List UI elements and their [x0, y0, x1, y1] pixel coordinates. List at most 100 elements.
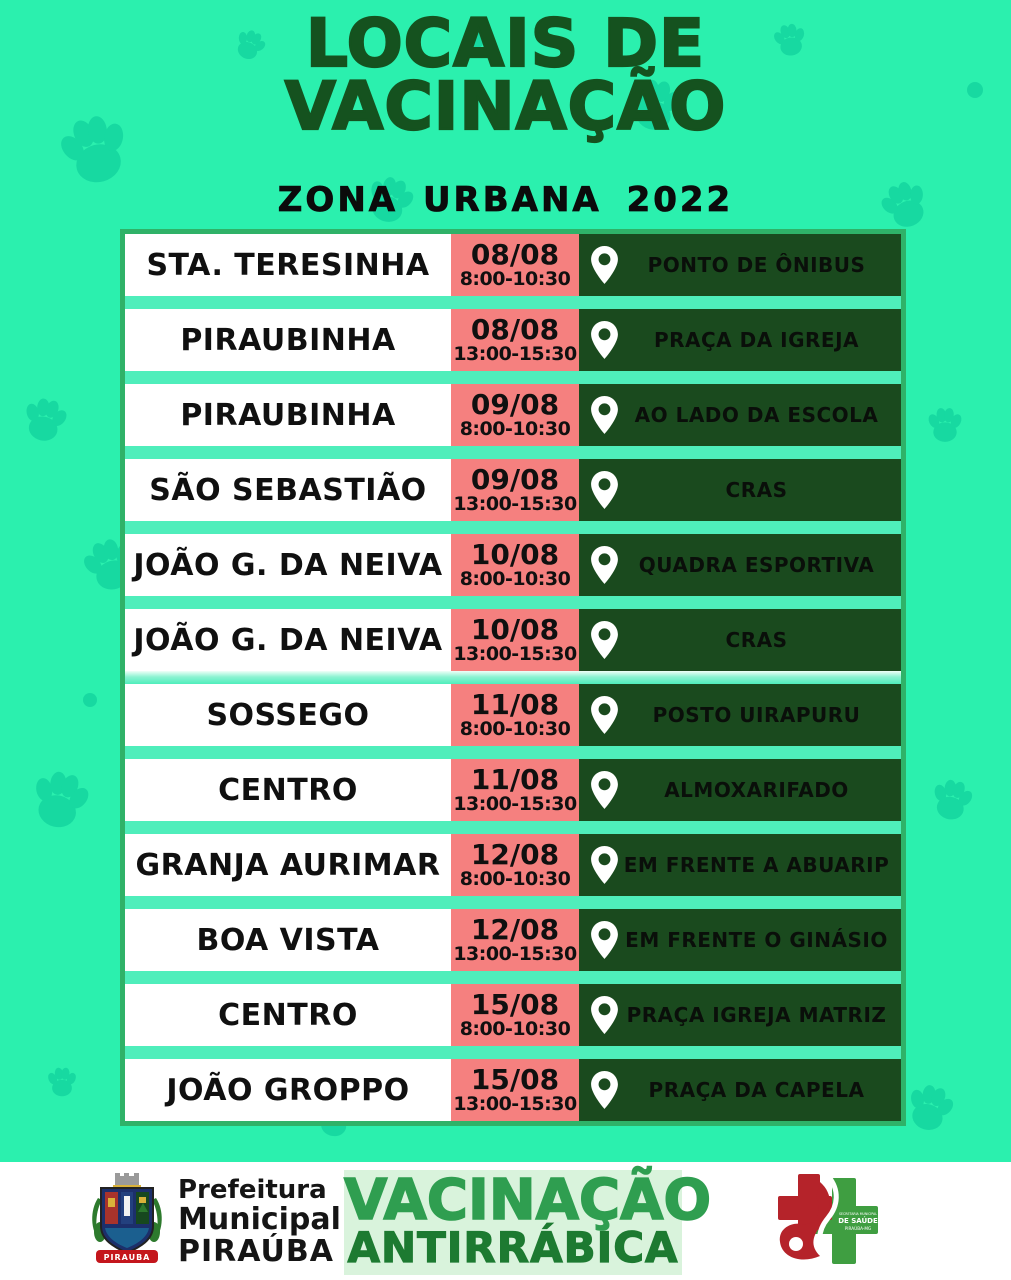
location-label: EM FRENTE O GINÁSIO [625, 928, 888, 952]
location-cell: ALMOXARIFADO [579, 759, 901, 821]
location-label: PRAÇA DA IGREJA [653, 328, 860, 352]
neighborhood-label: CENTRO [218, 997, 358, 1033]
row-gap [125, 596, 901, 609]
date-label: 11/08 [470, 763, 560, 797]
date-label: 08/08 [470, 313, 560, 347]
date-cell: 08/08 13:00-15:30 [451, 309, 579, 371]
location-label: PONTO DE ÔNIBUS [647, 253, 866, 277]
neighborhood-cell: PIRAUBINHA [125, 309, 451, 371]
location-cell: PRAÇA DA IGREJA [579, 309, 901, 371]
neighborhood-label: JOÃO G. DA NEIVA [133, 547, 443, 583]
neighborhood-cell: JOÃO G. DA NEIVA [125, 609, 451, 671]
city-hall-line2: Municipal [178, 1202, 341, 1238]
time-label: 8:00-10:30 [459, 267, 571, 290]
neighborhood-label: JOÃO G. DA NEIVA [133, 622, 443, 658]
campaign-line1: VACINAÇÃO [343, 1168, 712, 1233]
row-gap [125, 821, 901, 834]
city-hall-name: Prefeitura Municipal PIRAÚBA [178, 1176, 341, 1269]
neighborhood-label: PIRAUBINHA [180, 322, 396, 358]
health-logo-line1: SECRETARIA MUNICIPAL [839, 1212, 877, 1216]
map-pin-icon [591, 396, 618, 434]
time-label: 8:00-10:30 [459, 1017, 571, 1040]
neighborhood-label: SÃO SEBASTIÃO [149, 472, 427, 508]
health-logo-line2: DE SAÚDE [838, 1216, 878, 1225]
schedule-row: SOSSEGO 11/08 8:00-10:30 POSTO UIRAPURU [125, 684, 901, 746]
location-label: ALMOXARIFADO [664, 778, 849, 802]
row-gap [125, 746, 901, 759]
location-cell: CRAS [579, 609, 901, 671]
neighborhood-label: SOSSEGO [206, 697, 370, 733]
date-label: 12/08 [470, 913, 560, 947]
time-label: 8:00-10:30 [459, 867, 571, 890]
campaign-line2: ANTIRRÁBICA [347, 1223, 679, 1273]
neighborhood-cell: JOÃO G. DA NEIVA [125, 534, 451, 596]
neighborhood-cell: GRANJA AURIMAR [125, 834, 451, 896]
time-label: 8:00-10:30 [459, 567, 571, 590]
location-cell: POSTO UIRAPURU [579, 684, 901, 746]
location-cell: CRAS [579, 459, 901, 521]
map-pin-icon [591, 921, 618, 959]
schedule-row: JOÃO GROPPO 15/08 13:00-15:30 PRAÇA DA C… [125, 1059, 901, 1121]
neighborhood-cell: SOSSEGO [125, 684, 451, 746]
map-pin-icon [591, 546, 618, 584]
neighborhood-cell: PIRAUBINHA [125, 384, 451, 446]
map-pin-icon [591, 246, 618, 284]
schedule-row: PIRAUBINHA 08/08 13:00-15:30 PRAÇA DA IG… [125, 309, 901, 371]
row-gap [125, 1046, 901, 1059]
schedule-row: BOA VISTA 12/08 13:00-15:30 EM FRENTE O … [125, 909, 901, 971]
location-label: POSTO UIRAPURU [652, 703, 861, 727]
date-cell: 12/08 13:00-15:30 [451, 909, 579, 971]
date-cell: 08/08 8:00-10:30 [451, 234, 579, 296]
neighborhood-cell: BOA VISTA [125, 909, 451, 971]
time-label: 13:00-15:30 [453, 942, 577, 965]
page-subtitle: ZONA URBANA 2022 [277, 180, 734, 221]
date-cell: 09/08 13:00-15:30 [451, 459, 579, 521]
neighborhood-label: CENTRO [218, 772, 358, 808]
row-gap [125, 296, 901, 309]
neighborhood-label: JOÃO GROPPO [166, 1072, 410, 1108]
location-cell: AO LADO DA ESCOLA [579, 384, 901, 446]
date-cell: 09/08 8:00-10:30 [451, 384, 579, 446]
row-gap [125, 521, 901, 534]
crest-banner-label: PIRAUBA [104, 1253, 151, 1262]
location-cell: PRAÇA IGREJA MATRIZ [579, 984, 901, 1046]
location-cell: EM FRENTE O GINÁSIO [579, 909, 901, 971]
schedule-row: JOÃO G. DA NEIVA 10/08 8:00-10:30 QUADRA… [125, 534, 901, 596]
city-hall-line1: Prefeitura [178, 1175, 327, 1205]
location-label: CRAS [725, 628, 788, 652]
location-label: PRAÇA IGREJA MATRIZ [626, 1003, 887, 1027]
map-pin-icon [591, 321, 618, 359]
date-label: 09/08 [470, 388, 560, 422]
date-label: 11/08 [470, 688, 560, 722]
health-logo-line3: PIRAÚBA-MG [845, 1226, 871, 1231]
date-label: 15/08 [470, 988, 560, 1022]
time-label: 13:00-15:30 [453, 792, 577, 815]
row-gap [125, 671, 901, 684]
row-gap [125, 371, 901, 384]
neighborhood-cell: CENTRO [125, 759, 451, 821]
date-cell: 11/08 13:00-15:30 [451, 759, 579, 821]
row-gap [125, 971, 901, 984]
row-gap [125, 896, 901, 909]
location-label: PRAÇA DA CAPELA [648, 1078, 865, 1102]
location-label: CRAS [725, 478, 788, 502]
neighborhood-label: BOA VISTA [196, 922, 380, 958]
date-cell: 11/08 8:00-10:30 [451, 684, 579, 746]
location-label: EM FRENTE A ABUARIP [623, 853, 890, 877]
date-label: 09/08 [470, 463, 560, 497]
location-cell: PRAÇA DA CAPELA [579, 1059, 901, 1121]
location-cell: QUADRA ESPORTIVA [579, 534, 901, 596]
schedule-row: STA. TERESINHA 08/08 8:00-10:30 PONTO DE… [125, 234, 901, 296]
schedule-table: STA. TERESINHA 08/08 8:00-10:30 PONTO DE… [120, 229, 906, 1126]
map-pin-icon [591, 771, 618, 809]
map-pin-icon [591, 696, 618, 734]
date-cell: 10/08 8:00-10:30 [451, 534, 579, 596]
campaign-title: VACINAÇÃO ANTIRRÁBICA [343, 1168, 712, 1276]
map-pin-icon [591, 1071, 618, 1109]
neighborhood-cell: SÃO SEBASTIÃO [125, 459, 451, 521]
footer: PIRAUBA Prefeitura Municipal PIRAÚBA VAC… [0, 1162, 1011, 1280]
health-secretariat-logo-icon: SECRETARIA MUNICIPAL DE SAÚDE PIRAÚBA-MG [772, 1172, 880, 1270]
map-pin-icon [591, 846, 618, 884]
location-cell: EM FRENTE A ABUARIP [579, 834, 901, 896]
